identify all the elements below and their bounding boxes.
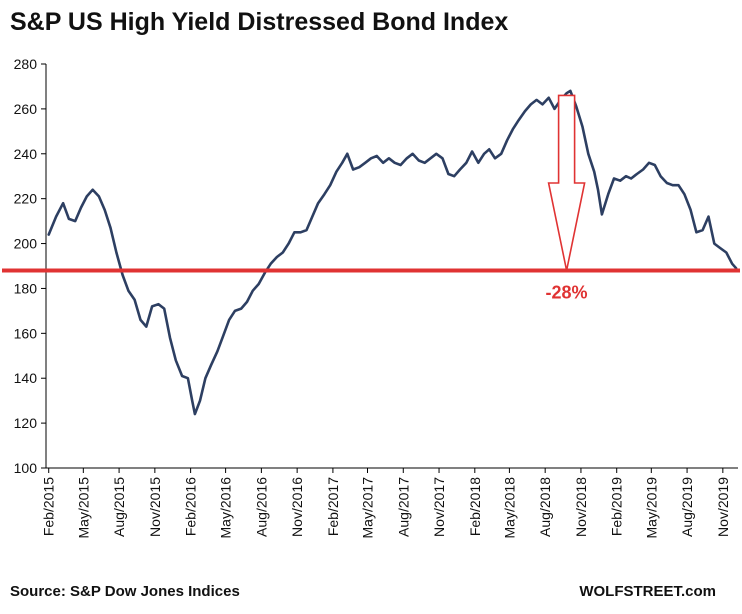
x-tick-label: May/2017 bbox=[360, 477, 376, 539]
x-tick-label: Nov/2017 bbox=[431, 477, 447, 537]
x-tick-label: Aug/2017 bbox=[395, 477, 411, 537]
y-axis-ticks: 100 120 140 160 180 200 220 240 260 280 bbox=[14, 56, 46, 476]
watermark: WOLFSTREET.com bbox=[579, 583, 716, 600]
x-tick-label: May/2016 bbox=[218, 477, 234, 539]
x-tick-label: Nov/2015 bbox=[147, 477, 163, 537]
y-tick-label: 220 bbox=[14, 191, 38, 207]
index-series-line bbox=[47, 89, 738, 416]
x-tick-label: Nov/2018 bbox=[573, 477, 589, 537]
x-tick-label: Feb/2016 bbox=[183, 477, 199, 536]
x-tick-label: Feb/2018 bbox=[467, 477, 483, 536]
x-tick-label: May/2019 bbox=[643, 477, 659, 539]
x-tick-label: Aug/2018 bbox=[537, 477, 553, 537]
x-tick-label: Aug/2016 bbox=[253, 477, 269, 537]
x-tick-label: Aug/2015 bbox=[111, 477, 127, 537]
x-tick-label: May/2015 bbox=[75, 477, 91, 539]
chart-title: S&P US High Yield Distressed Bond Index bbox=[10, 8, 509, 36]
x-tick-label: Feb/2015 bbox=[41, 477, 57, 536]
source-note: Source: S&P Dow Jones Indices bbox=[10, 583, 240, 600]
y-tick-label: 160 bbox=[14, 325, 38, 341]
x-tick-label: Feb/2017 bbox=[325, 477, 341, 536]
y-tick-label: 200 bbox=[14, 236, 38, 252]
y-tick-label: 260 bbox=[14, 101, 38, 117]
x-axis-ticks: Feb/2015 May/2015 Aug/2015 Nov/2015 Feb/2016… bbox=[41, 468, 731, 538]
x-tick-label: Feb/2019 bbox=[609, 477, 625, 536]
y-tick-label: 100 bbox=[14, 460, 38, 476]
x-tick-label: May/2018 bbox=[501, 477, 517, 539]
x-tick-label: Nov/2019 bbox=[715, 477, 731, 537]
y-tick-label: 140 bbox=[14, 370, 38, 386]
y-tick-label: 120 bbox=[14, 415, 38, 431]
y-tick-label: 280 bbox=[14, 56, 38, 72]
x-tick-label: Aug/2019 bbox=[679, 477, 695, 537]
y-tick-label: 240 bbox=[14, 146, 38, 162]
drop-percent-label: -28% bbox=[546, 282, 588, 302]
drop-arrow-icon bbox=[547, 94, 586, 271]
x-tick-label: Nov/2016 bbox=[289, 477, 305, 537]
y-tick-label: 180 bbox=[14, 280, 38, 296]
